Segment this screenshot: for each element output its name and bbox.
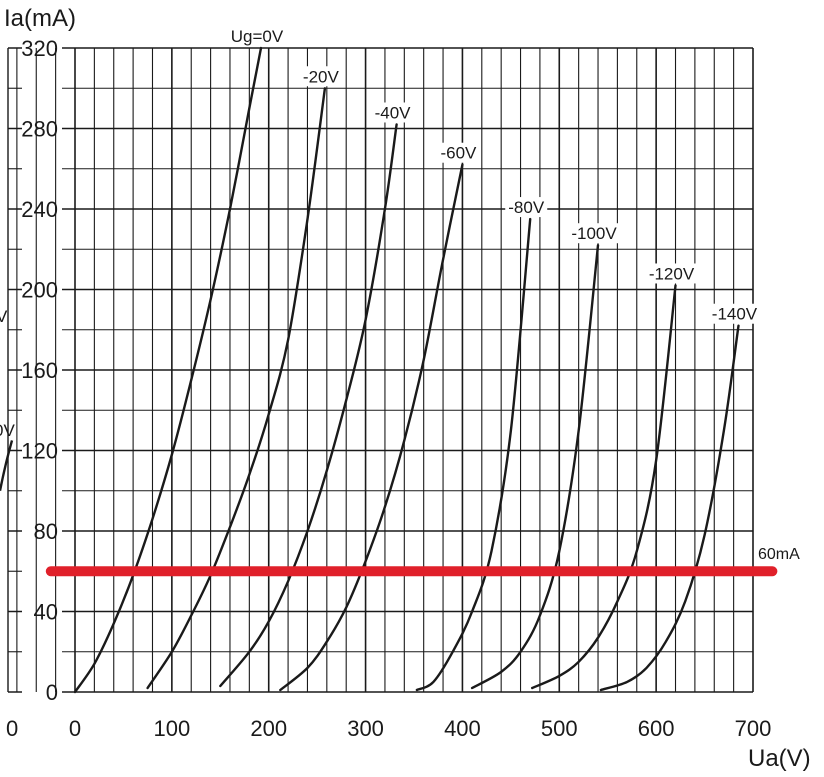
x-tick-label: 0 [69,716,81,741]
series-label-bg-3 [437,142,480,163]
x-tick-label: 300 [347,716,384,741]
curves: Ug=0V -20V -40V -60V -80V -100V -120V -140V [0,26,760,694]
x-tick-label: 200 [250,716,287,741]
y-tick-label: 240 [21,197,58,222]
cropped-label-2: 0V [0,421,15,440]
series-label-bg-5 [568,223,620,244]
y-tick-label: 280 [21,117,58,142]
series-label-5: -100V [571,224,617,243]
series-line-2 [219,123,398,688]
x-tick-label: 100 [153,716,190,741]
cropped-label-1: V [0,307,8,326]
y-tick-label: 80 [34,519,58,544]
x-tick-label: 500 [541,716,578,741]
y-tick-label: 0 [46,680,58,705]
series-label-1: -20V [303,67,340,86]
series-line-1 [146,87,327,690]
y-axis-label: Ia(mA) [4,5,76,32]
series-label-0: Ug=0V [231,27,284,46]
series-label-bg-2 [371,102,414,123]
series-line-5 [470,244,600,690]
reference-line-label: 60mA [758,546,800,563]
series-line-6 [531,284,677,690]
y-tick-label: 200 [21,278,58,303]
series-label-7: -140V [712,305,758,324]
tick-labels: 0 40 80 120 160 200 240 280 320 0 100 200 300 400 500 6… [6,36,771,741]
cropped-curve-fragment [0,440,14,491]
grid [7,47,754,693]
series-line-7 [599,324,740,692]
y-tick-label: 120 [21,439,58,464]
series-label-bg-0 [231,26,283,46]
y-tick-label: 160 [21,358,58,383]
x-tick-label: 0 [6,716,18,741]
x-tick-label: 700 [735,716,772,741]
series-line-0 [73,46,263,694]
series-label-bg-1 [299,66,342,87]
series-label-4: -80V [508,198,545,217]
y-tick-label: 40 [34,600,58,625]
series-label-3: -60V [440,144,477,163]
series-label-6: -120V [649,264,695,283]
series-label-bg-6 [646,263,698,284]
series-line-4 [415,217,532,692]
y-tick-label: 320 [21,36,58,61]
series-label-bg-7 [708,303,760,324]
x-tick-label: 400 [444,716,481,741]
series-line-3 [279,163,464,692]
x-axis-label: Ua(V) [748,745,811,772]
x-tick-label: 600 [638,716,675,741]
series-label-bg-4 [505,197,548,218]
series-label-2: -40V [375,103,412,122]
